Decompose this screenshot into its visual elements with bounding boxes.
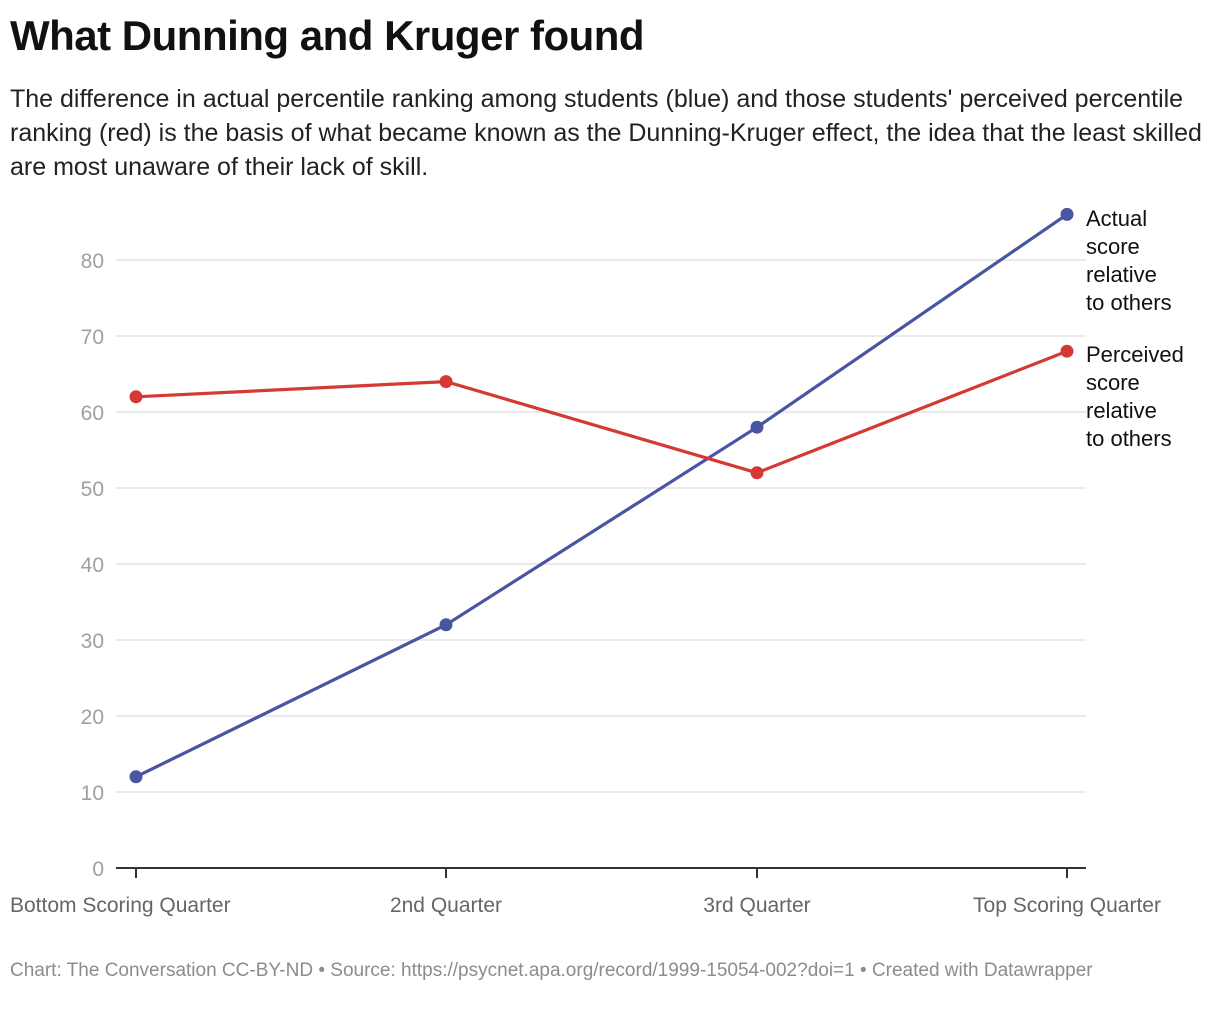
gridlines	[116, 259, 1086, 793]
x-tick-label-4: Top Scoring Quarter	[973, 894, 1161, 917]
x-axis: Bottom Scoring Quarter 2nd Quarter 3rd Qua…	[10, 867, 1161, 917]
x-tick-label-3: 3rd Quarter	[703, 894, 810, 917]
y-tick-label-50: 50	[81, 478, 104, 501]
series-label-actual-line-3: relative	[1086, 262, 1157, 287]
y-tick-label-70: 70	[81, 326, 104, 349]
point-perceived-2	[439, 375, 453, 389]
series-points	[129, 207, 1074, 784]
y-tick-label-10: 10	[81, 782, 104, 805]
point-actual-4	[1060, 207, 1074, 221]
y-tick-label-60: 60	[81, 402, 104, 425]
series-label-perceived-line-2: score	[1086, 370, 1140, 395]
point-actual-2	[439, 618, 453, 632]
point-perceived-4	[1060, 344, 1074, 358]
chart-footer-credit: Chart: The Conversation CC-BY-ND • Sourc…	[10, 960, 1093, 981]
point-actual-3	[750, 420, 764, 434]
series-label-perceived-line-1: Perceived	[1086, 342, 1184, 367]
series-label-actual-line-1: Actual	[1086, 206, 1147, 231]
chart-subtitle: The difference in actual percentile rank…	[10, 85, 1202, 181]
series-label-actual-line-4: to others	[1086, 290, 1172, 315]
y-axis-ticks: 0 10 20 30 40 50 60 70 80	[81, 250, 104, 881]
series-line-perceived	[134, 349, 1069, 475]
x-tick-label-2: 2nd Quarter	[390, 894, 502, 917]
series-label-perceived-line-4: to others	[1086, 426, 1172, 451]
series-label-perceived: Perceived score relative to others	[1086, 342, 1184, 451]
y-tick-label-40: 40	[81, 554, 104, 577]
series-label-actual: Actual score relative to others	[1086, 206, 1172, 315]
chart-title: What Dunning and Kruger found	[10, 12, 645, 59]
y-tick-label-30: 30	[81, 630, 104, 653]
point-perceived-1	[129, 390, 143, 404]
series-labels: Actual score relative to others Perceived sco…	[1086, 206, 1184, 451]
y-tick-label-0: 0	[92, 858, 104, 881]
y-tick-label-80: 80	[81, 250, 104, 273]
series-label-perceived-line-3: relative	[1086, 398, 1157, 423]
y-tick-label-20: 20	[81, 706, 104, 729]
line-chart: 0 10 20 30 40 50 60 70 80 Bottom Scoring Quarter…	[10, 206, 1184, 917]
point-actual-1	[129, 770, 143, 784]
point-perceived-3	[750, 466, 764, 480]
series-line-actual	[134, 212, 1069, 779]
x-tick-label-1: Bottom Scoring Quarter	[10, 894, 231, 917]
series-label-actual-line-2: score	[1086, 234, 1140, 259]
series-lines	[134, 212, 1069, 779]
